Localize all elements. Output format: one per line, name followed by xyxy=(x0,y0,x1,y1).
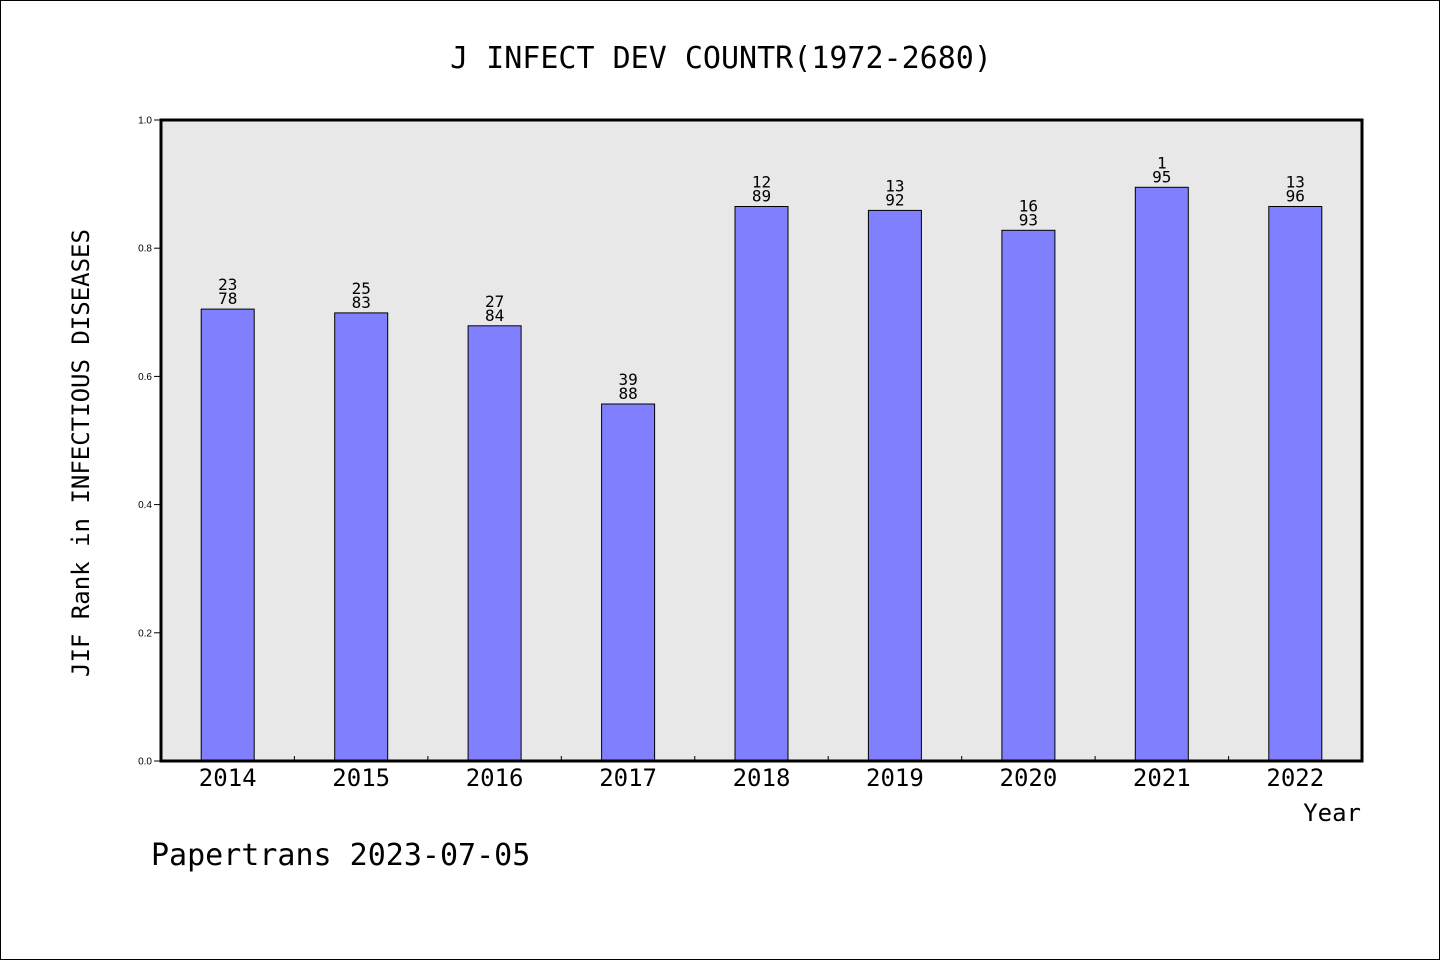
y-tick-label: 0.8 xyxy=(138,244,152,255)
x-tick-label-2014: 2014 xyxy=(199,764,257,792)
data-label-top-2017: 39 xyxy=(618,370,637,389)
x-tick-label-2016: 2016 xyxy=(466,764,524,792)
footer-credit: Papertrans 2023-07-05 xyxy=(151,838,530,873)
bar-2018 xyxy=(734,206,789,762)
data-label-top-2016: 27 xyxy=(485,292,504,311)
data-label-top-2015: 25 xyxy=(352,279,371,298)
bar-2021 xyxy=(1134,186,1189,762)
x-tick-label-2022: 2022 xyxy=(1266,764,1324,792)
y-tick-label: 0.6 xyxy=(138,372,152,383)
bar-2020 xyxy=(1001,229,1056,762)
data-label-top-2020: 16 xyxy=(1019,196,1038,215)
x-tick-label-2018: 2018 xyxy=(733,764,791,792)
bars-group xyxy=(200,186,1323,762)
data-label-bottom-2015: 83 xyxy=(352,293,371,312)
data-label-top-2019: 13 xyxy=(885,176,904,195)
data-label-top-2018: 12 xyxy=(752,173,771,192)
data-label-bottom-2020: 93 xyxy=(1019,210,1038,229)
bar-2016 xyxy=(467,325,522,762)
plot-border xyxy=(159,118,1364,763)
data-label-bottom-2021: 95 xyxy=(1152,167,1171,186)
data-label-bottom-2018: 89 xyxy=(752,187,771,206)
chart-title: J INFECT DEV COUNTR(1972-2680) xyxy=(450,41,992,76)
y-tick-label: 1.0 xyxy=(138,116,152,127)
data-label-top-2021: 1 xyxy=(1157,153,1167,172)
data-label-bottom-2019: 92 xyxy=(885,190,904,209)
y-axis: 0.0 0.2 0.4 0.6 0.8 1.0 xyxy=(138,116,161,768)
bar-2019 xyxy=(867,209,922,762)
bar-2022 xyxy=(1268,206,1323,762)
data-label-bottom-2022: 96 xyxy=(1286,187,1305,206)
bar-2017 xyxy=(601,403,656,762)
y-tick-label: 0.0 xyxy=(138,757,152,768)
data-label-bottom-2014: 78 xyxy=(218,289,237,308)
x-tick-label-2015: 2015 xyxy=(332,764,390,792)
y-tick-label: 0.4 xyxy=(138,500,152,511)
data-label-top-2014: 23 xyxy=(218,275,237,294)
x-tick-label-2019: 2019 xyxy=(866,764,924,792)
x-axis: 2014 2015 2016 2017 2018 2019 2020 2021 2022 xyxy=(199,756,1324,792)
data-label-bottom-2017: 88 xyxy=(618,384,637,403)
x-tick-label-2020: 2020 xyxy=(1000,764,1058,792)
y-axis-label: JIF Rank in INFECTIOUS DISEASES xyxy=(67,229,95,677)
x-tick-label-2017: 2017 xyxy=(599,764,657,792)
x-axis-label: Year xyxy=(1303,799,1361,827)
bar-2015 xyxy=(334,312,389,762)
bar-2014 xyxy=(200,308,255,762)
data-label-bottom-2016: 84 xyxy=(485,306,504,325)
y-tick-label: 0.2 xyxy=(138,628,152,639)
data-label-top-2022: 13 xyxy=(1286,173,1305,192)
x-tick-label-2021: 2021 xyxy=(1133,764,1191,792)
